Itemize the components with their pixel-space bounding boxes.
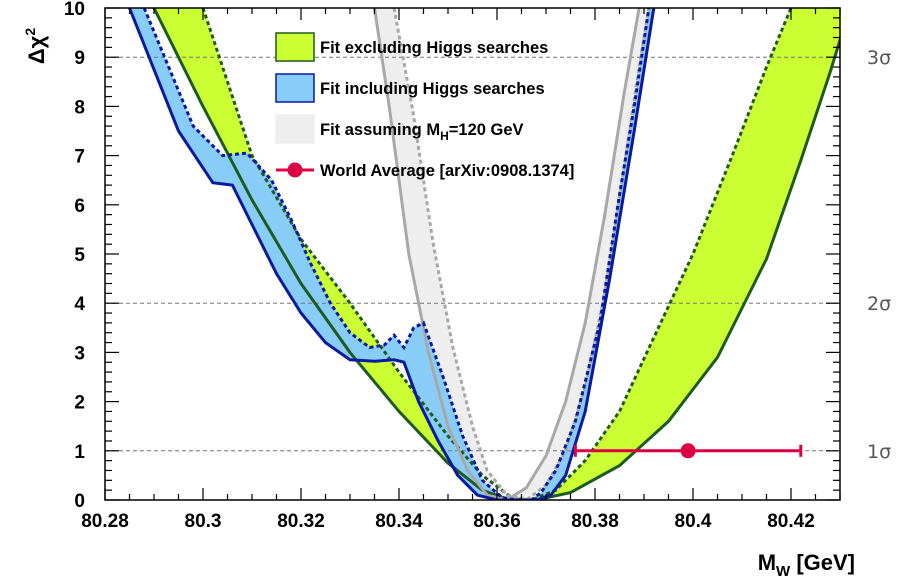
- legend-label-excl: Fit excluding Higgs searches: [320, 39, 548, 57]
- x-tick-label: 80.4: [675, 511, 712, 532]
- legend-label-wa: World Average [arXiv:0908.1374]: [320, 162, 574, 180]
- x-axis-main: M: [758, 550, 776, 575]
- sigma-label: 1σ: [867, 441, 891, 463]
- x-tick-label: 80.36: [473, 511, 521, 532]
- legend: Fit excluding Higgs searches Fit includin…: [275, 32, 574, 180]
- legend-label-incl: Fit including Higgs searches: [320, 80, 545, 98]
- world-average-marker: [573, 443, 803, 459]
- y-axis-main: Δχ: [24, 35, 49, 64]
- x-axis-sub: W: [776, 563, 791, 580]
- legend-swatch-mh120: [275, 114, 315, 144]
- y-tick-label: 5: [74, 245, 85, 266]
- axis-ticks: 80.28 80.3 80.32 80.34 80.36 80.38 80.4 80.42 0 1…: [64, 0, 841, 532]
- incl-solid-line: [128, 8, 656, 500]
- y-tick-label: 3: [74, 343, 85, 364]
- legend-marker-world-average: [287, 162, 303, 178]
- y-tick-label: 6: [74, 196, 85, 217]
- mh120-solid-line: [373, 8, 641, 500]
- world-average-point: [680, 443, 696, 459]
- y-tick-label: 9: [74, 48, 85, 69]
- y-axis-title: Δχ2: [22, 28, 49, 64]
- y-tick-label: 0: [74, 491, 85, 512]
- incl-dotted-line: [142, 8, 651, 500]
- x-tick-label: 80.42: [767, 511, 815, 532]
- excl-band: [154, 8, 840, 500]
- sigma-label: 2σ: [867, 293, 891, 315]
- x-axis-title: MW [GeV]: [758, 550, 855, 580]
- legend-swatch-excl: [275, 32, 315, 62]
- x-tick-label: 80.3: [185, 511, 222, 532]
- x-tick-label: 80.32: [277, 511, 325, 532]
- y-tick-label: 2: [74, 393, 85, 414]
- y-tick-label: 8: [74, 97, 85, 118]
- y-axis-sup: 2: [22, 28, 38, 36]
- y-tick-label: 10: [64, 0, 85, 20]
- y-tick-label: 4: [74, 294, 85, 315]
- sigma-label: 3σ: [867, 47, 891, 69]
- y-tick-label: 7: [74, 147, 85, 168]
- y-tick-label: 1: [74, 442, 85, 463]
- x-tick-label: 80.34: [375, 511, 423, 532]
- x-tick-label: 80.28: [81, 511, 129, 532]
- legend-swatch-incl: [275, 73, 315, 103]
- x-tick-label: 80.38: [571, 511, 619, 532]
- x-axis-rest: [GeV]: [790, 550, 855, 575]
- legend-label-mh120: Fit assuming MH=120 GeV: [320, 121, 524, 143]
- sigma-labels: 1σ 2σ 3σ: [867, 47, 891, 463]
